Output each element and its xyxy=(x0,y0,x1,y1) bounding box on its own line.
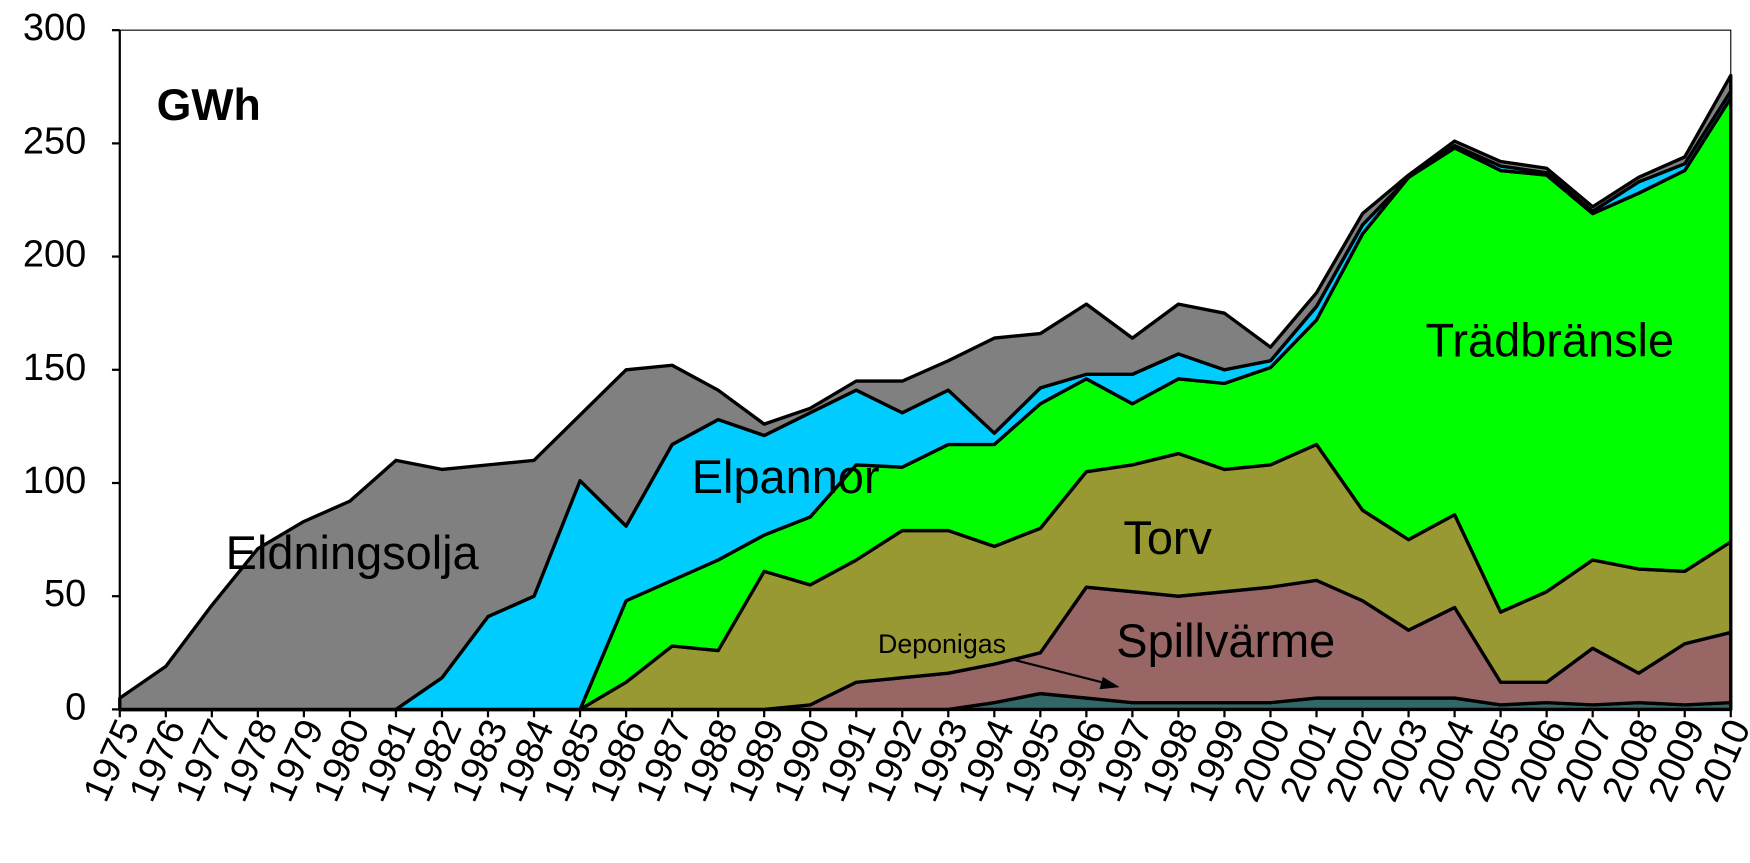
series-label: Spillvärme xyxy=(1116,615,1335,667)
y-tick-label: 300 xyxy=(23,7,86,49)
y-axis-unit: GWh xyxy=(157,81,261,130)
series-label: Elpannor xyxy=(692,451,880,503)
y-tick-label: 150 xyxy=(23,347,86,389)
series-label: Deponigas xyxy=(878,629,1006,659)
annotation-arrowhead xyxy=(1099,677,1120,690)
y-tick-label: 200 xyxy=(23,234,86,276)
series-label: Eldningsolja xyxy=(226,527,480,579)
ticks: 0501001502002503001975197619771978197919… xyxy=(23,7,1750,808)
y-tick-label: 0 xyxy=(65,686,86,728)
series-label: Trädbränsle xyxy=(1426,314,1675,366)
series-label: Torv xyxy=(1123,512,1212,564)
y-tick-label: 250 xyxy=(23,120,86,162)
annotation-arrow xyxy=(1011,658,1113,686)
y-tick-label: 100 xyxy=(23,460,86,502)
y-tick-label: 50 xyxy=(44,573,86,615)
